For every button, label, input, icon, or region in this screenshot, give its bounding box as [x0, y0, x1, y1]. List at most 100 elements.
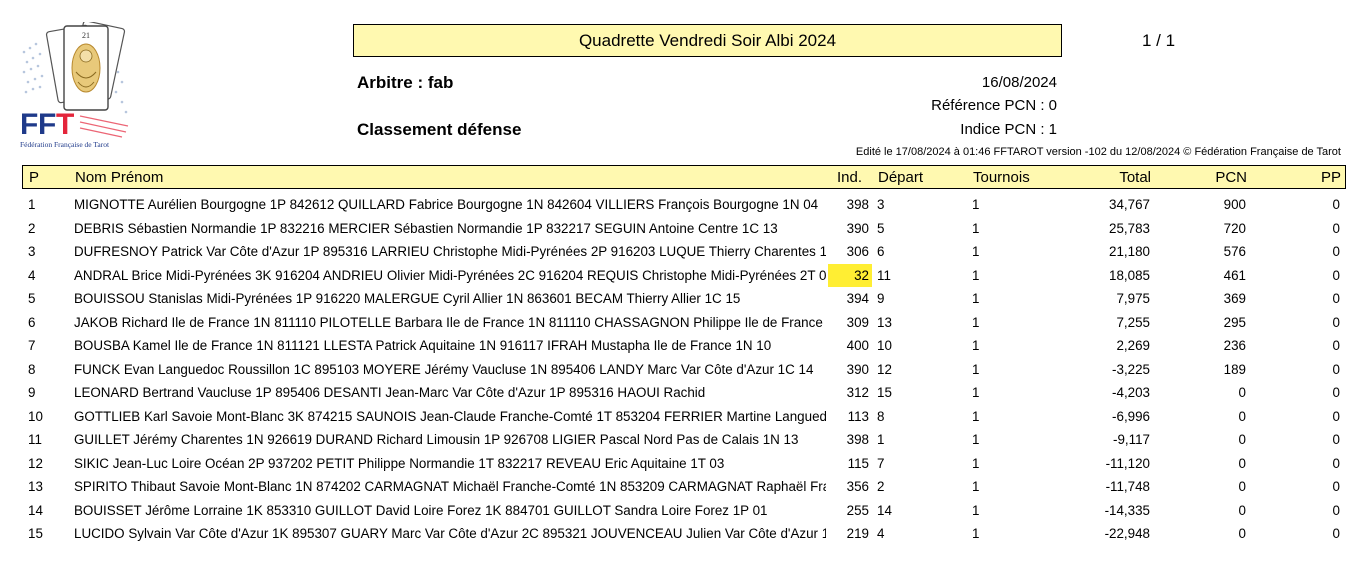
cell-depart: 7 [877, 455, 885, 471]
cell-ind: 390 [846, 220, 869, 236]
cell-p: 9 [28, 385, 36, 400]
edition-note: Edité le 17/08/2024 à 01:46 FFTAROT vers… [855, 146, 1341, 158]
cell-pcn: 236 [1223, 338, 1246, 353]
cell-depart: 12 [877, 361, 892, 377]
cell-ind: 309 [846, 314, 869, 330]
cell-ind: 32 [828, 263, 872, 287]
cell-depart: 1 [877, 432, 885, 447]
col-header-p: P [29, 169, 40, 186]
table-row: 15 LUCIDO Sylvain Var Côte d'Azur 1K 8953… [22, 522, 1346, 546]
reference-pcn: Référence PCN : 0 [931, 97, 1057, 114]
col-header-nom: Nom Prénom [75, 169, 164, 186]
cell-pcn: 189 [1223, 361, 1246, 377]
col-header-pcn: PCN [1215, 169, 1247, 186]
cell-tournois: 1 [972, 361, 980, 377]
cell-tournois: 1 [972, 314, 980, 330]
cell-p: 6 [28, 314, 36, 330]
cell-pp: 0 [1332, 526, 1340, 541]
cell-total: -4,203 [1112, 385, 1150, 400]
cell-depart: 9 [877, 291, 885, 306]
cell-pp: 0 [1332, 244, 1340, 259]
cell-pcn: 900 [1223, 197, 1246, 212]
cell-pp: 0 [1332, 432, 1340, 447]
table-row: 3 DUFRESNOY Patrick Var Côte d'Azur 1P 89… [22, 240, 1346, 264]
cell-p: 14 [28, 502, 43, 518]
cell-nom: JAKOB Richard Ile de France 1N 811110 PI… [74, 314, 823, 330]
cell-depart: 13 [877, 314, 892, 330]
cell-total: 7,975 [1116, 291, 1150, 306]
table-row: 4 ANDRAL Brice Midi-Pyrénées 3K 916204 AN… [22, 263, 1346, 288]
cell-total: 21,180 [1109, 244, 1150, 259]
cell-total: -11,748 [1105, 479, 1150, 494]
cell-total: 34,767 [1109, 197, 1150, 212]
cell-pp: 0 [1332, 361, 1340, 377]
cell-tournois: 1 [972, 455, 980, 471]
cell-pp: 0 [1332, 197, 1340, 212]
cell-total: -22,948 [1104, 526, 1150, 541]
cell-tournois: 1 [972, 291, 980, 306]
table-row: 13 SPIRITO Thibaut Savoie Mont-Blanc 1N 8… [22, 475, 1346, 499]
cell-p: 15 [28, 526, 43, 541]
page-number: 1 / 1 [1142, 31, 1176, 50]
cell-total: -11,120 [1105, 455, 1150, 471]
cell-total: -6,996 [1112, 408, 1150, 424]
cell-ind: 356 [846, 479, 869, 494]
cell-ind: 400 [846, 338, 869, 353]
cell-pcn: 0 [1238, 455, 1246, 471]
cell-pcn: 0 [1238, 502, 1246, 518]
cell-p: 8 [28, 361, 36, 377]
cell-ind: 394 [846, 291, 869, 306]
logo-caption: Fédération Française de Tarot [20, 140, 110, 149]
ranking-table-body: 1 MIGNOTTE Aurélien Bourgogne 1P 842612 Q… [22, 193, 1346, 546]
cell-depart: 5 [877, 220, 885, 236]
cell-pp: 0 [1332, 291, 1340, 306]
cell-pp: 0 [1332, 314, 1340, 330]
cell-pcn: 295 [1223, 314, 1246, 330]
cell-tournois: 1 [972, 220, 980, 236]
cell-p: 12 [28, 455, 43, 471]
cell-p: 7 [28, 338, 36, 353]
cell-ind: 113 [847, 408, 869, 424]
table-row: 14 BOUISSET Jérôme Lorraine 1K 853310 GUI… [22, 499, 1346, 523]
cell-tournois: 1 [972, 338, 980, 353]
cell-ind: 398 [846, 197, 869, 212]
cell-depart: 4 [877, 526, 885, 541]
cell-p: 10 [28, 408, 43, 424]
cell-depart: 14 [877, 502, 892, 518]
cell-pp: 0 [1332, 338, 1340, 353]
svg-text:F: F [20, 108, 38, 141]
col-header-total: Total [1119, 169, 1151, 186]
cell-tournois: 1 [972, 244, 980, 259]
cell-tournois: 1 [972, 432, 980, 447]
fft-logo: 21 F F T [18, 20, 138, 152]
cell-nom: DUFRESNOY Patrick Var Côte d'Azur 1P 895… [74, 244, 826, 259]
cell-pp: 0 [1332, 479, 1340, 494]
cell-total: -14,335 [1104, 502, 1150, 518]
cell-nom: LUCIDO Sylvain Var Côte d'Azur 1K 895307… [74, 526, 826, 541]
cell-pcn: 369 [1223, 291, 1246, 306]
cell-nom: GUILLET Jérémy Charentes 1N 926619 DURAN… [74, 432, 799, 447]
cell-depart: 10 [877, 338, 892, 353]
table-row: 1 MIGNOTTE Aurélien Bourgogne 1P 842612 Q… [22, 193, 1346, 217]
cell-nom: FUNCK Evan Languedoc Roussillon 1C 89510… [74, 361, 814, 377]
indice-pcn: Indice PCN : 1 [960, 121, 1057, 138]
cell-nom: DEBRIS Sébastien Normandie 1P 832216 MER… [74, 220, 778, 236]
cell-depart: 11 [877, 267, 891, 283]
cell-depart: 3 [877, 197, 885, 212]
cell-total: -9,117 [1113, 432, 1150, 447]
arbitre-label: Arbitre : fab [357, 73, 454, 92]
report-title: Quadrette Vendredi Soir Albi 2024 [353, 24, 1062, 57]
cell-total: 7,255 [1116, 314, 1150, 330]
cell-ind: 390 [846, 361, 869, 377]
cell-depart: 6 [877, 244, 885, 259]
cell-ind: 255 [846, 502, 869, 518]
cell-depart: 15 [877, 385, 892, 400]
cell-ind: 312 [846, 385, 869, 400]
svg-text:F: F [38, 108, 56, 141]
cell-p: 1 [28, 197, 36, 212]
cell-pp: 0 [1332, 408, 1340, 424]
table-row: 1 1 GUILLET Jérémy Charentes 1N 926619 DUR… [22, 428, 1346, 452]
table-row: 7 BOUSBA Kamel Ile de France 1N 811121 LL… [22, 334, 1346, 358]
cell-tournois: 1 [972, 197, 980, 212]
